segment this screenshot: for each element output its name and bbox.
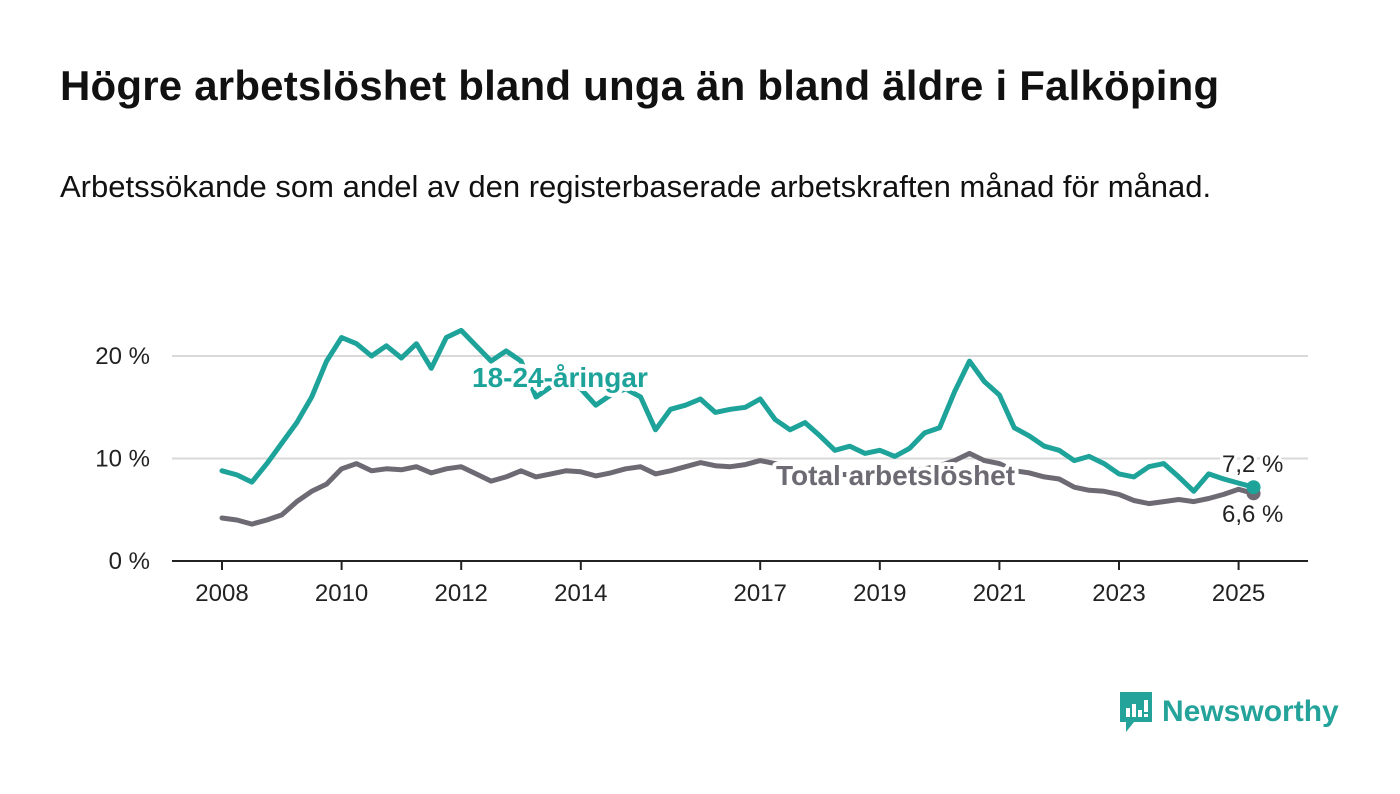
- y-tick-label: 20 %: [95, 343, 150, 370]
- chart-title: Högre arbetslöshet bland unga än bland ä…: [60, 62, 1220, 109]
- x-tick-label: 2017: [734, 580, 787, 607]
- x-tick-label: 2023: [1092, 580, 1145, 607]
- series-label-youth: 18-24-åringar: [472, 362, 648, 393]
- y-tick-label: 10 %: [95, 446, 150, 473]
- x-tick-label: 2014: [554, 580, 607, 607]
- newsworthy-logo-icon: [1120, 692, 1152, 732]
- series-labels: 18-24-åringar Total arbetslöshet 7,2 % 6…: [468, 358, 1286, 531]
- x-tick-label: 2008: [195, 580, 248, 607]
- x-tick-label: 2012: [435, 580, 488, 607]
- grid-lines: [172, 355, 1308, 460]
- x-tick-label: 2010: [315, 580, 368, 607]
- end-label-total: 6,6 %: [1222, 501, 1283, 528]
- chart-subtitle: Arbetssökande som andel av den registerb…: [60, 169, 1212, 204]
- brand-logo: Newsworthy: [1118, 690, 1339, 734]
- series-label-total: Total arbetslöshet: [776, 460, 1015, 491]
- y-tick-label: 0 %: [109, 548, 150, 575]
- x-tick-label: 2019: [853, 580, 906, 607]
- x-axis: 2008 2010 2012 2014 2017 2019 2021 2023 2025: [172, 560, 1308, 607]
- x-tick-label: 2021: [973, 580, 1026, 607]
- series-line-total: [219, 450, 1256, 527]
- brand-name: Newsworthy: [1162, 695, 1339, 728]
- end-label-youth: 7,2 %: [1222, 451, 1283, 478]
- series-lines: [219, 327, 1261, 527]
- y-axis-labels: 0 % 10 % 20 %: [95, 343, 150, 575]
- series-endpoint-youth: [1246, 480, 1261, 495]
- x-tick-label: 2025: [1212, 580, 1265, 607]
- series-line-youth: [219, 327, 1256, 494]
